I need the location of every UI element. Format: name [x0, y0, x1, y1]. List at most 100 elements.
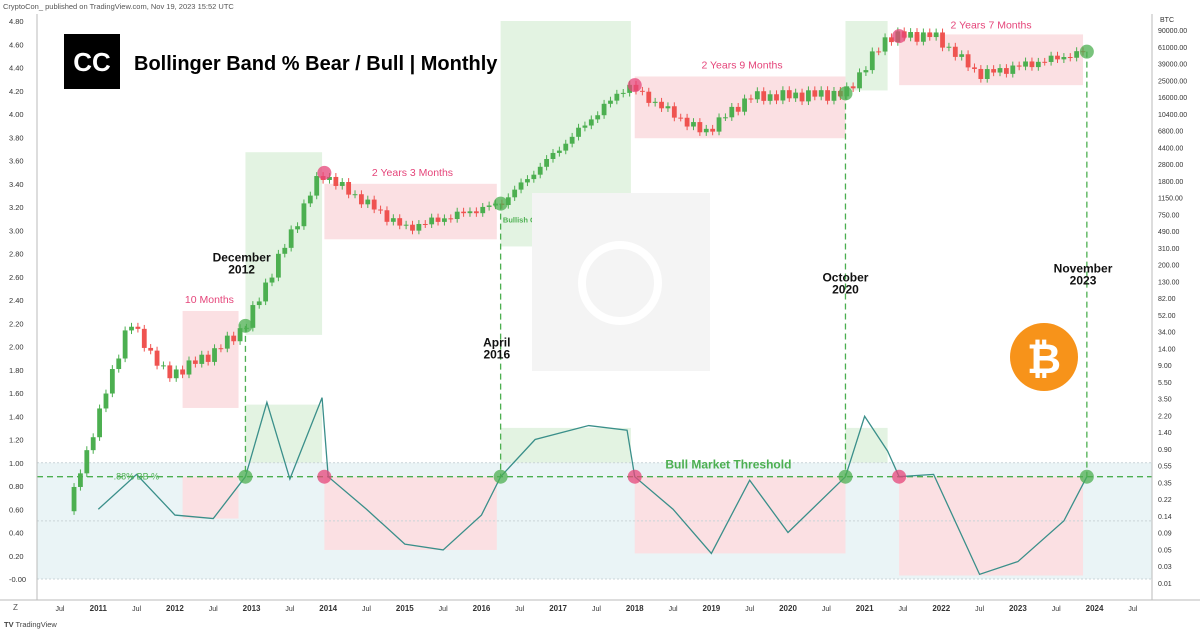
candle	[544, 158, 550, 167]
candle	[473, 211, 479, 214]
candle	[684, 117, 690, 127]
candle	[997, 68, 1003, 73]
candle	[691, 122, 696, 127]
candle	[563, 143, 569, 151]
zoom-label: Z	[13, 603, 18, 612]
candle	[295, 226, 300, 230]
bear-price-marker	[317, 165, 332, 180]
x-tick-label: Jul	[515, 606, 524, 613]
candle	[135, 326, 141, 329]
x-tick-label: 2020	[779, 604, 797, 613]
candle	[384, 210, 390, 222]
candle	[237, 328, 243, 342]
candle	[857, 72, 862, 89]
right-tick-label: 1150.00	[1158, 196, 1183, 203]
tradingview-logo-icon: TV	[4, 620, 14, 629]
right-tick-label: 10400.00	[1158, 112, 1187, 119]
right-tick-label: 490.00	[1158, 229, 1180, 236]
candle	[378, 209, 383, 211]
candle	[972, 67, 977, 69]
candle	[576, 127, 581, 137]
candle	[1016, 65, 1022, 67]
candle	[467, 211, 473, 214]
x-tick-label: Jul	[975, 606, 984, 613]
candle	[646, 91, 652, 103]
candle	[288, 229, 294, 248]
footer-brand: TV TradingView	[4, 620, 57, 629]
candle	[940, 32, 945, 48]
bull-zone-osc	[245, 404, 323, 463]
right-tick-label: 130.00	[1158, 279, 1180, 286]
left-tick-label: 4.00	[9, 110, 24, 119]
right-tick-label: 9.00	[1158, 363, 1172, 370]
candle	[212, 348, 217, 362]
candle	[1055, 55, 1060, 60]
candle	[307, 195, 313, 204]
candle	[863, 70, 869, 73]
candle	[410, 224, 415, 231]
candle	[614, 93, 620, 101]
x-tick-label: 2023	[1009, 604, 1027, 613]
x-tick-label: 2014	[319, 604, 337, 613]
left-tick-label: 2.40	[9, 296, 24, 305]
candle	[710, 128, 716, 132]
x-tick-label: Jul	[362, 606, 371, 613]
left-tick-label: 4.80	[9, 17, 24, 26]
candle	[608, 100, 613, 104]
left-tick-label: 2.80	[9, 250, 24, 259]
candle	[365, 199, 371, 205]
candle	[224, 335, 230, 349]
candle	[346, 182, 352, 195]
candle	[652, 101, 658, 103]
right-tick-label: 200.00	[1158, 263, 1180, 270]
candle	[352, 194, 358, 196]
right-tick-label: 25000.00	[1158, 78, 1187, 85]
candle	[275, 253, 281, 278]
x-tick-label: Jul	[745, 606, 754, 613]
bear-zone-osc	[634, 476, 846, 554]
candle	[359, 194, 364, 205]
candle	[595, 115, 601, 120]
watermark-box	[532, 193, 710, 371]
x-tick-label: 2015	[396, 604, 414, 613]
candle	[678, 117, 684, 119]
candle	[186, 360, 192, 375]
threshold-axis-label: .88% BB %	[114, 472, 160, 482]
logo-box	[64, 34, 120, 89]
left-tick-label: 1.20	[9, 436, 24, 445]
candle	[205, 354, 211, 362]
candle	[486, 205, 492, 207]
right-tick-label: 0.35	[1158, 480, 1172, 487]
x-tick-label: 2017	[549, 604, 567, 613]
candle	[671, 106, 677, 118]
right-tick-label: 750.00	[1158, 212, 1180, 219]
right-tick-label: 0.14	[1158, 514, 1172, 521]
candle	[371, 199, 377, 210]
footer-text: TradingView	[15, 620, 57, 629]
candle	[333, 176, 339, 186]
candle	[1023, 61, 1028, 67]
candle	[250, 305, 256, 328]
bear-cross-marker	[627, 469, 642, 484]
candle	[397, 218, 403, 226]
right-tick-label: 0.03	[1158, 564, 1172, 571]
right-tick-label: 6800.00	[1158, 129, 1183, 136]
threshold-label: Bull Market Threshold	[665, 458, 791, 472]
candle	[256, 301, 262, 306]
bull-cross-marker	[493, 469, 508, 484]
left-tick-label: 3.60	[9, 157, 24, 166]
signal-date-label: October	[822, 271, 868, 285]
bear-duration-label: 2 Years 9 Months	[701, 59, 782, 71]
candle	[742, 98, 747, 112]
candle	[556, 150, 562, 153]
candle	[442, 218, 447, 222]
candle	[946, 46, 952, 48]
candle	[908, 32, 914, 38]
candle	[416, 223, 422, 231]
candle	[659, 101, 664, 109]
signal-date-label: December	[213, 251, 271, 265]
bear-cross-marker	[317, 469, 332, 484]
bull-zone-osc	[500, 427, 631, 463]
candle	[601, 103, 607, 116]
left-tick-label: 4.60	[9, 40, 24, 49]
